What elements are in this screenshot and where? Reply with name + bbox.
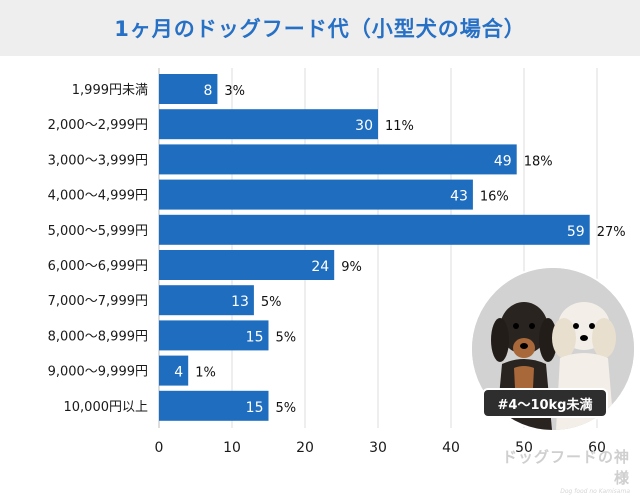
x-tick-label: 60	[588, 440, 606, 456]
value-label: 43	[450, 189, 468, 205]
dogs-illustration	[472, 268, 634, 430]
category-label: 10,000円以上	[64, 400, 149, 415]
value-label: 30	[355, 118, 373, 134]
x-tick-label: 20	[296, 440, 314, 456]
percent-label: 3%	[224, 84, 245, 99]
bar	[159, 390, 269, 421]
category-label: 3,000〜3,999円	[48, 153, 148, 168]
bar	[159, 285, 254, 316]
x-tick-label: 40	[442, 440, 460, 456]
brand-tagline: Dog food no Kamisama	[560, 488, 630, 495]
value-label: 59	[567, 224, 585, 240]
x-tick-label: 30	[369, 440, 387, 456]
value-label: 24	[311, 259, 329, 275]
weight-badge: #4〜10kg未満	[482, 388, 608, 418]
percent-label: 5%	[276, 330, 297, 345]
bar	[159, 214, 590, 245]
brand-logo: ドッグフードの神様 Dog food no Kamisama	[500, 446, 630, 495]
value-label: 13	[231, 294, 249, 310]
percent-label: 27%	[597, 225, 626, 240]
category-label: 5,000〜5,999円	[48, 224, 148, 239]
x-tick-label: 50	[515, 440, 533, 456]
bar	[159, 144, 517, 175]
category-label: 9,000〜9,999円	[48, 365, 148, 380]
bar	[159, 355, 189, 386]
category-label: 2,000〜2,999円	[48, 118, 148, 133]
percent-label: 11%	[385, 119, 414, 134]
category-label: 7,000〜7,999円	[48, 294, 148, 309]
category-label: 6,000〜6,999円	[48, 259, 148, 274]
percent-label: 18%	[524, 154, 553, 169]
bar	[159, 320, 269, 351]
title-bar: 1ヶ月のドッグフード代（小型犬の場合）	[0, 0, 640, 56]
value-label: 8	[203, 83, 212, 99]
x-tick-label: 10	[223, 440, 241, 456]
bar	[159, 250, 335, 280]
value-label: 15	[246, 400, 264, 416]
category-label: 4,000〜4,999円	[48, 189, 148, 204]
value-label: 49	[494, 153, 512, 169]
bar-chart: 1,999円未満 8 3% 2,000〜2,999円 30 11% 3,000〜3,999円…	[48, 68, 626, 456]
percent-label: 1%	[195, 366, 216, 381]
bar	[159, 74, 218, 104]
percent-label: 5%	[276, 401, 297, 416]
x-tick-label: 0	[155, 440, 164, 456]
category-label: 8,000〜8,999円	[48, 329, 148, 344]
category-label: 1,999円未満	[72, 83, 148, 98]
brand-name: ドッグフードの神様	[501, 448, 630, 487]
percent-label: 5%	[261, 295, 282, 310]
chart-title: 1ヶ月のドッグフード代（小型犬の場合）	[114, 17, 526, 41]
percent-label: 9%	[341, 260, 362, 275]
bar	[159, 109, 378, 140]
percent-label: 16%	[480, 190, 509, 205]
value-label: 15	[246, 329, 264, 345]
bar	[159, 179, 473, 210]
value-label: 4	[174, 365, 183, 381]
